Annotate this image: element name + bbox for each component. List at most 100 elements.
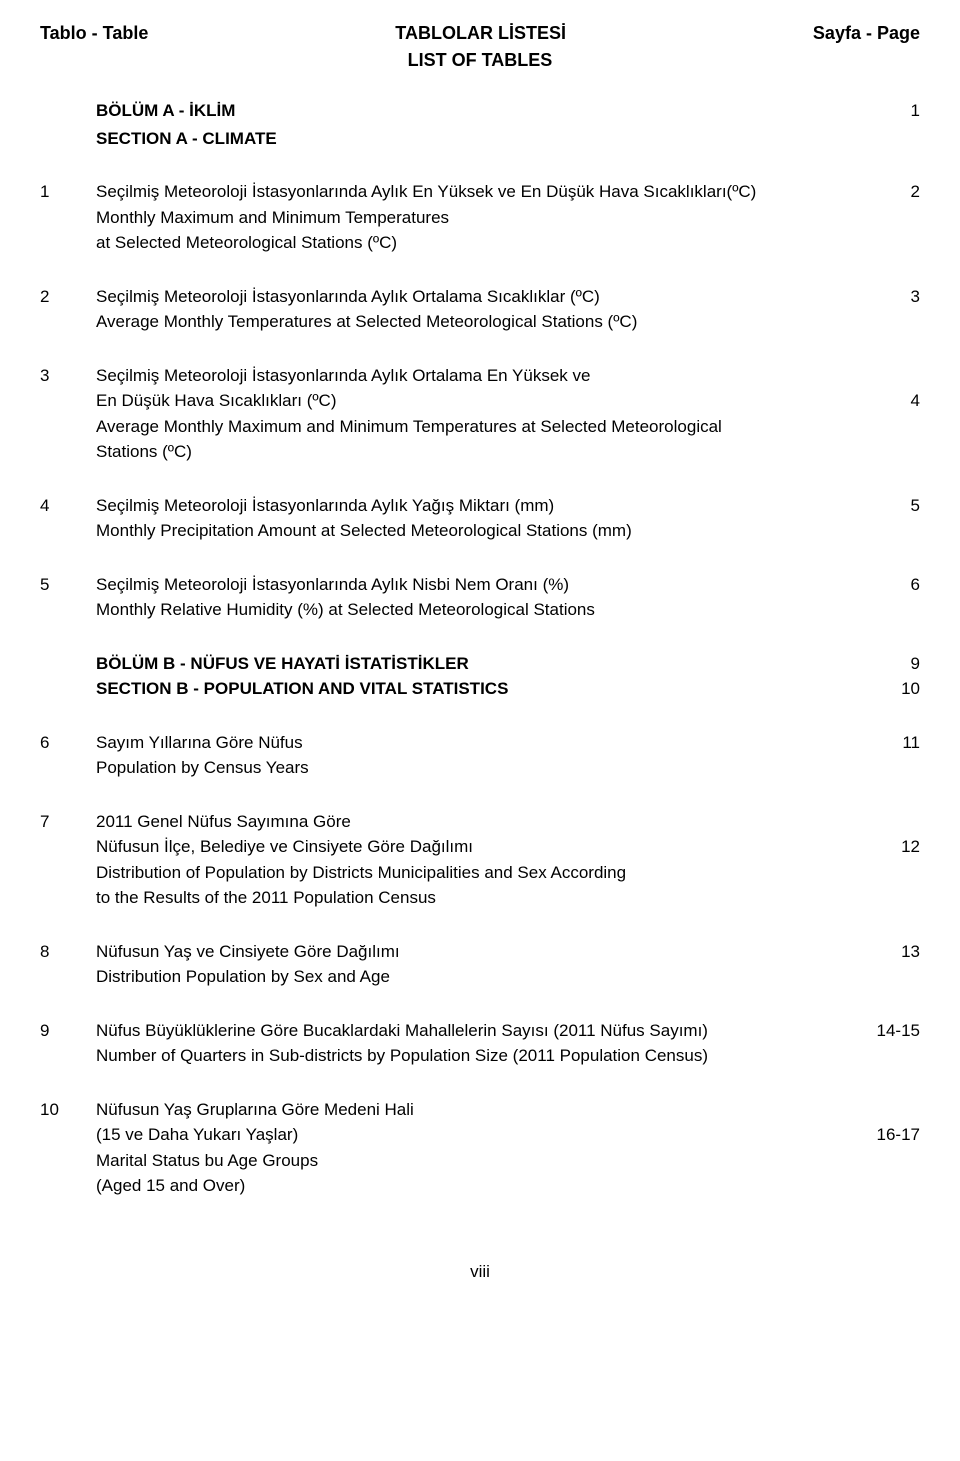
section-a-title-en: SECTION A - CLIMATE bbox=[96, 126, 277, 152]
entry-body: Nüfus Büyüklüklerine Göre Bucaklardaki M… bbox=[96, 1018, 920, 1069]
entry-page bbox=[860, 1173, 920, 1199]
entry-text: Population by Census Years bbox=[96, 755, 860, 781]
entry-line: Average Monthly Maximum and Minimum Temp… bbox=[96, 414, 920, 440]
entry-text: (15 ve Daha Yukarı Yaşlar) bbox=[96, 1122, 860, 1148]
section-b-title: BÖLÜM B - NÜFUS VE HAYATİ İSTATİSTİKLER … bbox=[96, 651, 920, 702]
entry-line: to the Results of the 2011 Population Ce… bbox=[96, 885, 920, 911]
page-number-footer: viii bbox=[40, 1259, 920, 1285]
entry-text: (Aged 15 and Over) bbox=[96, 1173, 860, 1199]
entry-text: Seçilmiş Meteoroloji İstasyonlarında Ayl… bbox=[96, 363, 860, 389]
entry-page bbox=[860, 363, 920, 389]
entry-text: Sayım Yıllarına Göre Nüfus bbox=[96, 730, 860, 756]
header-center1: TABLOLAR LİSTESİ bbox=[395, 20, 566, 47]
entry-line: Distribution Population by Sex and Age bbox=[96, 964, 920, 990]
entry-line: 2011 Genel Nüfus Sayımına Göre bbox=[96, 809, 920, 835]
entry-body: Seçilmiş Meteoroloji İstasyonlarında Ayl… bbox=[96, 179, 920, 256]
entry-page bbox=[860, 309, 920, 335]
entry-line: Seçilmiş Meteoroloji İstasyonlarında Ayl… bbox=[96, 179, 920, 205]
entry-page bbox=[860, 860, 920, 886]
entry-page: 16-17 bbox=[860, 1122, 920, 1148]
entry-line: at Selected Meteorological Stations (ºC) bbox=[96, 230, 920, 256]
entry-index: 10 bbox=[40, 1097, 96, 1199]
entry-line: Distribution of Population by Districts … bbox=[96, 860, 920, 886]
entry-text: Seçilmiş Meteoroloji İstasyonlarında Ayl… bbox=[96, 284, 860, 310]
entry-line: Seçilmiş Meteoroloji İstasyonlarında Ayl… bbox=[96, 363, 920, 389]
entry-page bbox=[860, 964, 920, 990]
entry-line: Nüfusun İlçe, Belediye ve Cinsiyete Göre… bbox=[96, 834, 920, 860]
entry-line: Monthly Relative Humidity (%) at Selecte… bbox=[96, 597, 920, 623]
entry-text: Average Monthly Temperatures at Selected… bbox=[96, 309, 860, 335]
header-center2: LIST OF TABLES bbox=[40, 47, 920, 74]
entry-index: 5 bbox=[40, 572, 96, 623]
entry-page bbox=[860, 414, 920, 440]
entry-text: Marital Status bu Age Groups bbox=[96, 1148, 860, 1174]
entry-body: Seçilmiş Meteoroloji İstasyonlarında Ayl… bbox=[96, 284, 920, 335]
header-right: Sayfa - Page bbox=[813, 20, 920, 47]
entry-line: Average Monthly Temperatures at Selected… bbox=[96, 309, 920, 335]
toc-entry: 6Sayım Yıllarına Göre Nüfus11Population … bbox=[40, 730, 920, 781]
section-b-page-tr: 9 bbox=[860, 651, 920, 677]
toc-entry: 9Nüfus Büyüklüklerine Göre Bucaklardaki … bbox=[40, 1018, 920, 1069]
entry-text: Seçilmiş Meteoroloji İstasyonlarında Ayl… bbox=[96, 493, 860, 519]
entry-page: 13 bbox=[860, 939, 920, 965]
entry-page: 5 bbox=[860, 493, 920, 519]
entry-page bbox=[860, 518, 920, 544]
entry-page bbox=[860, 809, 920, 835]
entries-section-b: 6Sayım Yıllarına Göre Nüfus11Population … bbox=[40, 730, 920, 1199]
entry-line: Monthly Precipitation Amount at Selected… bbox=[96, 518, 920, 544]
entry-page bbox=[860, 1097, 920, 1123]
entry-text: Nüfusun Yaş ve Cinsiyete Göre Dağılımı bbox=[96, 939, 860, 965]
toc-entry: 8Nüfusun Yaş ve Cinsiyete Göre Dağılımı1… bbox=[40, 939, 920, 990]
entry-index: 4 bbox=[40, 493, 96, 544]
section-b-page-en: 10 bbox=[860, 676, 920, 702]
entry-index: 7 bbox=[40, 809, 96, 911]
entry-body: Nüfusun Yaş Gruplarına Göre Medeni Hali(… bbox=[96, 1097, 920, 1199]
entry-body: Sayım Yıllarına Göre Nüfus11Population b… bbox=[96, 730, 920, 781]
toc-entry: 10Nüfusun Yaş Gruplarına Göre Medeni Hal… bbox=[40, 1097, 920, 1199]
entry-line: (Aged 15 and Over) bbox=[96, 1173, 920, 1199]
toc-entry: 72011 Genel Nüfus Sayımına GöreNüfusun İ… bbox=[40, 809, 920, 911]
entry-line: (15 ve Daha Yukarı Yaşlar)16-17 bbox=[96, 1122, 920, 1148]
entry-page: 14-15 bbox=[860, 1018, 920, 1044]
entry-line: Nüfusun Yaş ve Cinsiyete Göre Dağılımı13 bbox=[96, 939, 920, 965]
header-left: Tablo - Table bbox=[40, 20, 148, 47]
entry-text: Seçilmiş Meteoroloji İstasyonlarında Ayl… bbox=[96, 179, 860, 205]
entry-text: Stations (ºC) bbox=[96, 439, 860, 465]
entry-index: 1 bbox=[40, 179, 96, 256]
entry-body: Seçilmiş Meteoroloji İstasyonlarında Ayl… bbox=[96, 363, 920, 465]
entry-page bbox=[860, 230, 920, 256]
section-b-title-en: SECTION B - POPULATION AND VITAL STATIST… bbox=[96, 676, 508, 702]
entry-page: 11 bbox=[860, 730, 920, 756]
entry-text: Number of Quarters in Sub-districts by P… bbox=[96, 1043, 860, 1069]
page-header-row: Tablo - Table TABLOLAR LİSTESİ Sayfa - P… bbox=[40, 20, 920, 47]
section-b-title-tr: BÖLÜM B - NÜFUS VE HAYATİ İSTATİSTİKLER bbox=[96, 651, 469, 677]
entry-line: Marital Status bu Age Groups bbox=[96, 1148, 920, 1174]
entry-index: 6 bbox=[40, 730, 96, 781]
entry-line: En Düşük Hava Sıcaklıkları (ºC)4 bbox=[96, 388, 920, 414]
entry-page: 2 bbox=[860, 179, 920, 205]
entry-page bbox=[860, 1043, 920, 1069]
entries-section-a: 1Seçilmiş Meteoroloji İstasyonlarında Ay… bbox=[40, 179, 920, 623]
entry-page bbox=[860, 597, 920, 623]
entry-body: Seçilmiş Meteoroloji İstasyonlarında Ayl… bbox=[96, 493, 920, 544]
entry-line: Seçilmiş Meteoroloji İstasyonlarında Ayl… bbox=[96, 493, 920, 519]
toc-entry: 4Seçilmiş Meteoroloji İstasyonlarında Ay… bbox=[40, 493, 920, 544]
entry-text: Average Monthly Maximum and Minimum Temp… bbox=[96, 414, 860, 440]
entry-text: 2011 Genel Nüfus Sayımına Göre bbox=[96, 809, 860, 835]
entry-line: Seçilmiş Meteoroloji İstasyonlarında Ayl… bbox=[96, 284, 920, 310]
entry-body: Nüfusun Yaş ve Cinsiyete Göre Dağılımı13… bbox=[96, 939, 920, 990]
entry-text: Monthly Precipitation Amount at Selected… bbox=[96, 518, 860, 544]
entry-index: 3 bbox=[40, 363, 96, 465]
entry-line: Monthly Maximum and Minimum Temperatures bbox=[96, 205, 920, 231]
entry-index: 2 bbox=[40, 284, 96, 335]
entry-text: Nüfusun İlçe, Belediye ve Cinsiyete Göre… bbox=[96, 834, 860, 860]
entry-page: 12 bbox=[860, 834, 920, 860]
entry-body: 2011 Genel Nüfus Sayımına GöreNüfusun İl… bbox=[96, 809, 920, 911]
entry-line: Stations (ºC) bbox=[96, 439, 920, 465]
entry-index: 8 bbox=[40, 939, 96, 990]
entry-page bbox=[860, 439, 920, 465]
entry-text: Seçilmiş Meteoroloji İstasyonlarında Ayl… bbox=[96, 572, 860, 598]
entry-text: at Selected Meteorological Stations (ºC) bbox=[96, 230, 860, 256]
entry-text: Distribution of Population by Districts … bbox=[96, 860, 860, 886]
toc-entry: 5Seçilmiş Meteoroloji İstasyonlarında Ay… bbox=[40, 572, 920, 623]
